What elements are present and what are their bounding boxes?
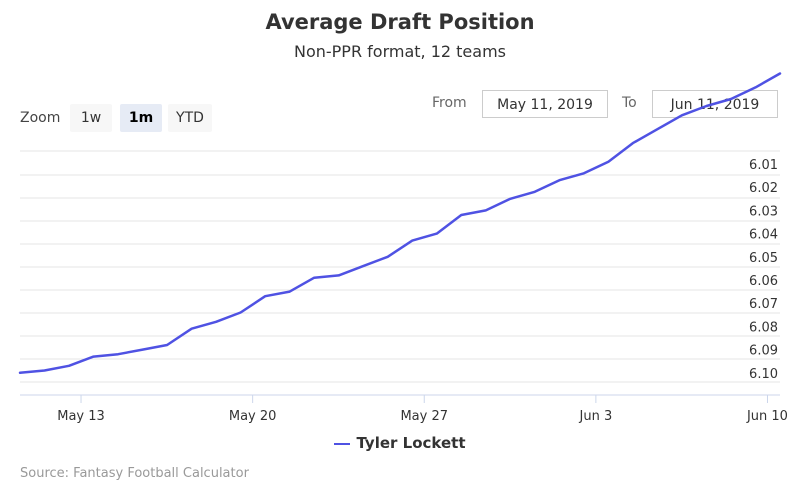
legend-swatch [334, 442, 351, 445]
y-tick-label: 6.03 [749, 204, 778, 219]
y-tick-label: 6.08 [749, 320, 778, 335]
data-point[interactable] [238, 310, 244, 316]
data-point[interactable] [458, 212, 464, 218]
x-tick-label: Jun 3 [579, 409, 613, 424]
y-tick-label: 6.02 [749, 181, 778, 196]
data-point[interactable] [605, 159, 611, 165]
data-point[interactable] [189, 326, 195, 332]
data-point[interactable] [679, 112, 685, 118]
data-point[interactable] [262, 293, 268, 299]
zoom-1w-button[interactable]: 1w [70, 104, 112, 132]
zoom-label: Zoom [20, 110, 61, 126]
x-tick-label: May 13 [57, 409, 105, 424]
credits: Source: Fantasy Football Calculator [20, 466, 249, 481]
data-point[interactable] [704, 103, 710, 109]
data-point[interactable] [777, 71, 783, 77]
data-point[interactable] [507, 196, 513, 202]
data-point[interactable] [360, 263, 366, 269]
data-point[interactable] [66, 363, 72, 369]
y-tick-label: 6.06 [749, 274, 778, 289]
data-point[interactable] [483, 207, 489, 213]
data-point[interactable] [336, 272, 342, 278]
range-from-input[interactable]: May 11, 2019 [482, 90, 608, 118]
y-tick-label: 6.07 [749, 297, 778, 312]
data-point[interactable] [556, 177, 562, 183]
data-point[interactable] [17, 370, 23, 376]
y-tick-label: 6.05 [749, 251, 778, 266]
data-point[interactable] [140, 347, 146, 353]
series-line-tyler-lockett[interactable] [18, 72, 782, 375]
data-point[interactable] [728, 96, 734, 102]
chart-title: Average Draft Position [265, 10, 535, 34]
range-from-label: From [432, 95, 467, 111]
data-point[interactable] [287, 289, 293, 295]
zoom-ytd-button[interactable]: YTD [168, 104, 212, 132]
data-point[interactable] [409, 238, 415, 244]
data-point[interactable] [164, 342, 170, 348]
range-to-label: To [622, 95, 637, 111]
y-tick-label: 6.01 [749, 158, 778, 173]
data-point[interactable] [42, 368, 48, 374]
zoom-1m-button[interactable]: 1m [120, 104, 162, 132]
legend-series-label: Tyler Lockett [356, 434, 466, 452]
data-point[interactable] [753, 84, 759, 90]
data-point[interactable] [532, 189, 538, 195]
data-point[interactable] [91, 354, 97, 360]
y-tick-label: 6.10 [749, 367, 778, 382]
data-point[interactable] [213, 319, 219, 325]
chart-subtitle: Non-PPR format, 12 teams [293, 42, 506, 61]
data-point[interactable] [311, 275, 317, 281]
y-tick-label: 6.04 [749, 228, 778, 243]
data-point[interactable] [115, 351, 121, 357]
x-tick-label: Jun 10 [746, 409, 788, 424]
data-point[interactable] [654, 126, 660, 132]
data-point[interactable] [630, 140, 636, 146]
data-point[interactable] [385, 254, 391, 260]
legend[interactable]: Tyler Lockett [0, 434, 800, 452]
x-tick-label: May 20 [229, 409, 277, 424]
data-point[interactable] [581, 170, 587, 176]
x-tick-label: May 27 [400, 409, 448, 424]
data-point[interactable] [434, 231, 440, 237]
y-tick-label: 6.09 [749, 344, 778, 359]
